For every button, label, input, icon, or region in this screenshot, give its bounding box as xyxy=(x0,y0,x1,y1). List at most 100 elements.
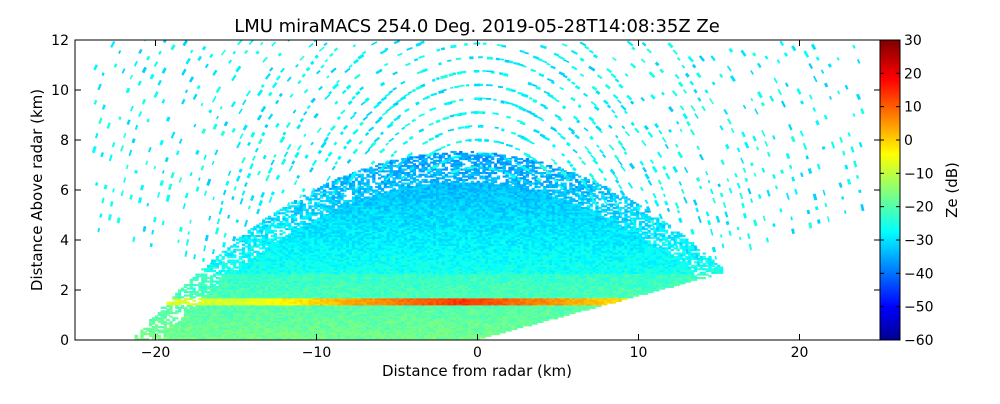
reflectivity-cell xyxy=(212,334,217,337)
reflectivity-cell xyxy=(209,305,214,308)
reflectivity-cell xyxy=(201,326,205,329)
reflectivity-cell xyxy=(262,268,266,271)
reflectivity-cell xyxy=(288,257,292,260)
reflectivity-cell xyxy=(276,317,280,320)
reflectivity-cell xyxy=(140,329,144,332)
reflectivity-cell xyxy=(256,271,260,274)
reflectivity-cell xyxy=(256,280,260,283)
reflectivity-cell xyxy=(236,242,240,245)
reflectivity-cell xyxy=(293,305,298,308)
reflectivity-cell xyxy=(264,261,269,264)
reflectivity-cell xyxy=(256,338,260,340)
reflectivity-cell xyxy=(189,324,193,327)
reflectivity-cell xyxy=(293,250,298,253)
reflectivity-cell xyxy=(230,270,234,273)
reflectivity-cell xyxy=(172,338,176,340)
reflectivity-cell xyxy=(288,320,292,323)
reflectivity-cell xyxy=(291,291,295,294)
reflectivity-cell xyxy=(291,261,295,264)
reflectivity-cell xyxy=(238,278,243,281)
reflectivity-cell xyxy=(198,273,202,276)
reflectivity-cell xyxy=(285,217,289,220)
reflectivity-cell xyxy=(288,249,292,252)
reflectivity-cell xyxy=(259,301,263,304)
reflectivity-cell xyxy=(262,320,266,323)
reflectivity-cell xyxy=(247,268,251,271)
reflectivity-cell xyxy=(296,205,301,208)
reflectivity-cell xyxy=(285,236,289,239)
reflectivity-cell xyxy=(163,310,167,313)
reflectivity-cell xyxy=(262,329,266,332)
reflectivity-cell xyxy=(250,308,254,311)
reflectivity-cell xyxy=(267,327,272,330)
reflectivity-cell xyxy=(207,334,211,337)
reflectivity-cell xyxy=(264,296,269,299)
reflectivity-cell xyxy=(230,305,234,308)
reflectivity-cell xyxy=(201,324,205,327)
reflectivity-cell xyxy=(288,285,292,288)
reflectivity-cell xyxy=(195,331,199,334)
reflectivity-cell xyxy=(302,221,306,224)
reflectivity-cell xyxy=(212,285,217,288)
reflectivity-cell xyxy=(163,334,167,337)
reflectivity-cell xyxy=(238,285,243,288)
reflectivity-cell xyxy=(183,284,188,287)
reflectivity-cell xyxy=(264,334,269,337)
reflectivity-cell xyxy=(241,320,246,323)
reflectivity-cell xyxy=(218,301,222,304)
reflectivity-cell xyxy=(262,336,266,339)
reflectivity-cell xyxy=(270,238,275,241)
reflectivity-cell xyxy=(383,170,388,173)
reflectivity-cell xyxy=(256,326,260,329)
reflectivity-cell xyxy=(253,263,257,266)
reflectivity-cell xyxy=(288,250,292,253)
reflectivity-cell xyxy=(250,266,254,269)
reflectivity-cell xyxy=(230,306,234,309)
reflectivity-cell xyxy=(238,315,243,318)
reflectivity-cell xyxy=(273,327,277,330)
reflectivity-cell xyxy=(273,226,277,229)
reflectivity-cell xyxy=(288,317,292,320)
reflectivity-cell xyxy=(151,327,156,330)
reflectivity-cell xyxy=(233,287,237,290)
reflectivity-cell xyxy=(201,273,205,276)
reflectivity-cell xyxy=(169,329,173,332)
reflectivity-cell xyxy=(230,303,234,306)
reflectivity-cell xyxy=(253,319,257,322)
reflectivity-cell xyxy=(293,243,298,246)
reflectivity-cell xyxy=(279,226,283,229)
reflectivity-cell xyxy=(288,235,292,238)
reflectivity-cell xyxy=(325,191,330,194)
reflectivity-cell xyxy=(247,319,251,322)
reflectivity-cell xyxy=(175,299,179,302)
reflectivity-cell xyxy=(285,238,289,241)
reflectivity-cell xyxy=(230,333,234,336)
reflectivity-cell xyxy=(233,282,237,285)
reflectivity-cell xyxy=(149,334,153,337)
reflectivity-cell xyxy=(198,329,202,332)
reflectivity-cell xyxy=(183,289,188,292)
reflectivity-cell xyxy=(328,187,333,190)
reflectivity-cell xyxy=(288,273,292,276)
reflectivity-cell xyxy=(169,338,173,340)
reflectivity-cell xyxy=(241,310,246,313)
reflectivity-cell xyxy=(288,271,292,274)
reflectivity-cell xyxy=(375,168,379,171)
reflectivity-cell xyxy=(227,282,231,285)
reflectivity-cell xyxy=(282,231,286,234)
reflectivity-cell xyxy=(215,277,220,280)
reflectivity-cell xyxy=(178,338,182,340)
reflectivity-cell xyxy=(285,327,289,330)
reflectivity-cell xyxy=(256,252,260,255)
reflectivity-cell xyxy=(267,264,272,267)
reflectivity-cell xyxy=(175,303,179,306)
reflectivity-cell xyxy=(322,200,327,203)
reflectivity-cell xyxy=(270,277,275,280)
reflectivity-cell xyxy=(221,319,225,322)
reflectivity-cell xyxy=(256,303,260,306)
reflectivity-cell xyxy=(218,333,222,336)
reflectivity-cell xyxy=(279,256,283,259)
reflectivity-cell xyxy=(224,305,228,308)
reflectivity-cell xyxy=(207,327,211,330)
reflectivity-cell xyxy=(259,315,263,318)
